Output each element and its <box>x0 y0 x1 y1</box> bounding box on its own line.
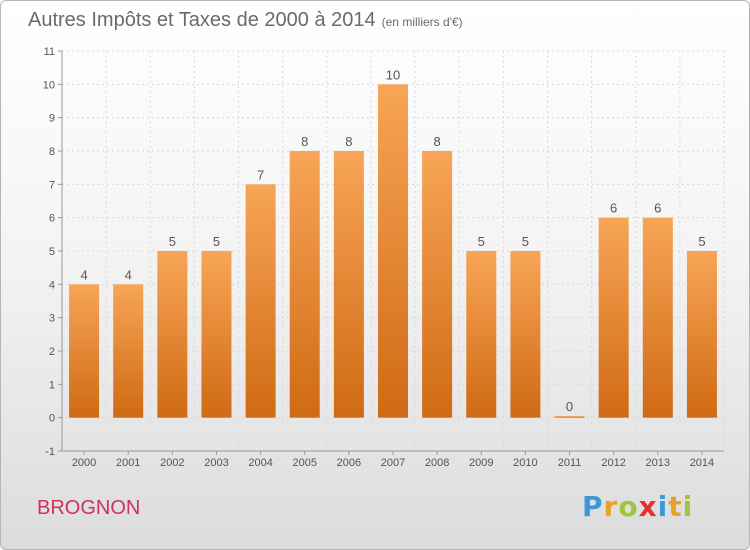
data-label: 10 <box>386 67 400 82</box>
y-tick-label: 1 <box>49 379 55 391</box>
data-label: 8 <box>434 134 441 149</box>
data-label: 5 <box>213 234 220 249</box>
x-tick-label: 2000 <box>72 457 96 469</box>
y-tick-label: 3 <box>49 313 55 325</box>
bar <box>510 251 541 418</box>
y-tick-label: 9 <box>49 113 55 125</box>
y-tick-label: 10 <box>43 79 55 91</box>
data-label: 4 <box>125 267 132 282</box>
x-tick-label: 2014 <box>690 457 714 469</box>
data-label: 5 <box>522 234 529 249</box>
data-label: 6 <box>654 201 661 216</box>
bar <box>289 151 320 418</box>
bar <box>245 184 276 418</box>
y-tick-label: 6 <box>49 213 55 225</box>
data-label: 0 <box>566 399 573 414</box>
title-text: Autres Impôts et Taxes de 2000 à 2014 <box>28 9 376 31</box>
x-tick-label: 2008 <box>425 457 449 469</box>
logo-letter: i <box>657 490 669 523</box>
bar <box>201 251 232 418</box>
logo-letter: i <box>682 490 694 523</box>
data-label: 5 <box>698 234 705 249</box>
y-tick-label: 0 <box>49 413 55 425</box>
bar <box>333 151 364 418</box>
x-tick-label: 2011 <box>558 457 582 469</box>
x-tick-label: 2003 <box>204 457 228 469</box>
data-label: 8 <box>301 134 308 149</box>
proxiti-logo: Proxiti <box>582 490 693 523</box>
logo-letter: r <box>603 490 619 523</box>
x-tick-label: 2012 <box>601 457 625 469</box>
bar <box>69 284 100 418</box>
y-tick-label: -1 <box>45 446 55 458</box>
bar <box>598 217 629 418</box>
y-tick-label: 5 <box>49 246 55 258</box>
x-tick-label: 2002 <box>160 457 184 469</box>
data-label: 8 <box>345 134 352 149</box>
logo-letter: x <box>638 490 658 523</box>
data-label: 7 <box>257 167 264 182</box>
x-tick-label: 2010 <box>513 457 537 469</box>
data-label: 5 <box>169 234 176 249</box>
x-tick-label: 2006 <box>337 457 361 469</box>
logo-letter: o <box>618 490 639 523</box>
data-label: 4 <box>80 267 87 282</box>
y-tick-label: 2 <box>49 346 55 358</box>
x-tick-label: 2009 <box>469 457 493 469</box>
commune-name: BROGNON <box>37 497 141 519</box>
bar <box>642 217 673 418</box>
chart-title: Autres Impôts et Taxes de 2000 à 2014 (en… <box>28 9 463 32</box>
x-tick-label: 2004 <box>248 457 272 469</box>
y-tick-label: 11 <box>44 46 55 58</box>
x-tick-label: 2007 <box>381 457 405 469</box>
bar <box>422 151 453 418</box>
y-tick-label: 4 <box>49 279 55 291</box>
bar <box>466 251 497 418</box>
title-unit: (en milliers d'€) <box>381 15 463 29</box>
y-tick-label: 8 <box>49 146 55 158</box>
x-tick-label: 2001 <box>116 457 140 469</box>
logo-letter: t <box>668 490 683 523</box>
logo-letter: P <box>582 490 604 523</box>
bar <box>157 251 188 418</box>
y-tick-label: 7 <box>49 179 55 191</box>
data-label: 6 <box>610 201 617 216</box>
bar <box>686 251 717 418</box>
bar <box>378 84 408 418</box>
x-tick-label: 2013 <box>646 457 670 469</box>
data-label: 5 <box>478 234 485 249</box>
bar <box>113 284 144 418</box>
x-tick-label: 2005 <box>292 457 316 469</box>
bar <box>554 416 585 418</box>
